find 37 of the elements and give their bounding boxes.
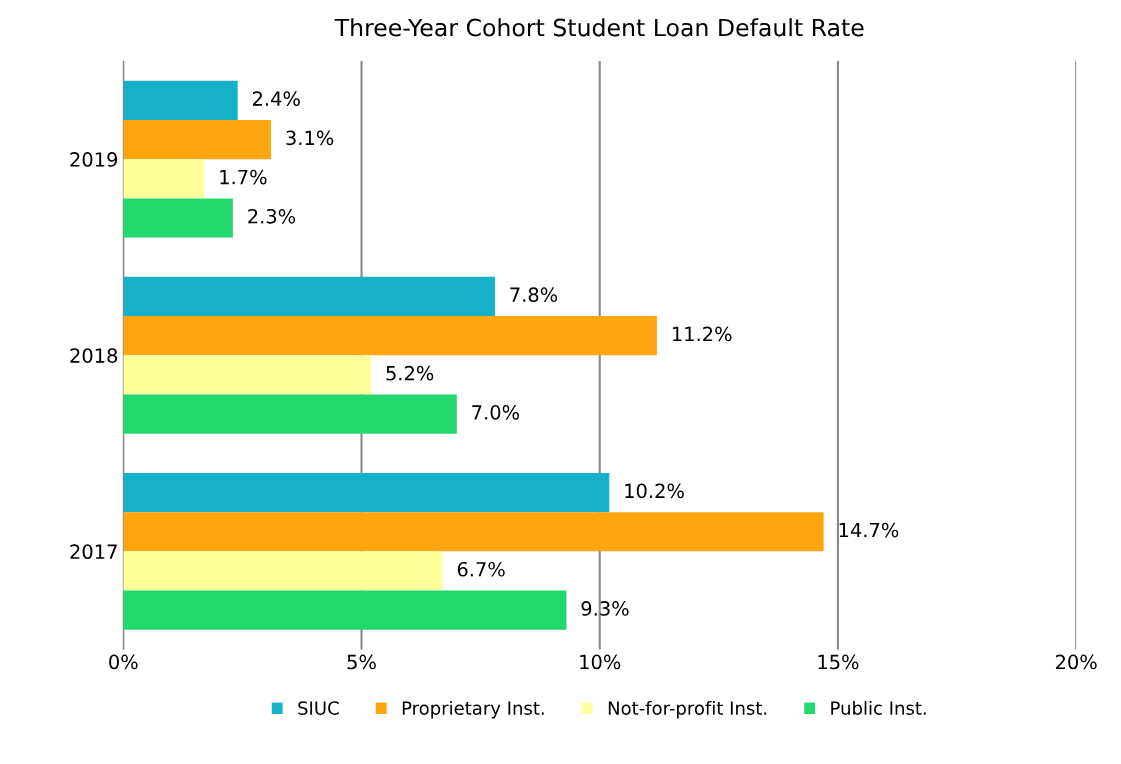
data-label: 7.8% xyxy=(510,287,558,303)
data-label: 10.2% xyxy=(625,483,684,499)
bar xyxy=(123,316,657,356)
x-tick-label: 15% xyxy=(818,654,859,670)
bar xyxy=(123,394,457,434)
bar xyxy=(123,198,233,238)
bar xyxy=(123,119,271,160)
bar xyxy=(123,472,610,513)
data-label: 3.1% xyxy=(286,130,334,146)
x-tick-label: 20% xyxy=(1055,654,1097,670)
x-tick-label: 5% xyxy=(347,654,376,670)
bar xyxy=(123,551,443,591)
bar xyxy=(123,590,567,630)
legend-label: Public Inst. xyxy=(831,700,926,715)
x-tick-label: 0% xyxy=(109,654,138,670)
data-label: 11.2% xyxy=(672,326,732,342)
y-tick-label: 2019 xyxy=(70,152,118,167)
data-label: 14.7% xyxy=(839,522,899,538)
bar xyxy=(123,512,824,552)
data-label: 9.3% xyxy=(581,601,629,616)
y-tick-label: 2017 xyxy=(70,544,117,560)
bar xyxy=(123,355,372,395)
legend-label: SIUC xyxy=(298,701,339,715)
x-tick-label: 10% xyxy=(580,654,621,670)
legend-label: Proprietary Inst. xyxy=(402,700,544,719)
data-label: 2.4% xyxy=(252,91,300,106)
bar xyxy=(123,80,238,120)
legend-label: Not-for-profit Inst. xyxy=(608,700,767,719)
chart-title: Three-Year Cohort Student Loan Default Rate xyxy=(334,18,864,37)
data-label: 6.7% xyxy=(457,561,505,577)
data-label: 7.0% xyxy=(472,405,520,420)
data-label: 5.2% xyxy=(386,365,434,381)
bar xyxy=(123,159,205,199)
bar xyxy=(123,276,495,317)
data-label: 2.3% xyxy=(248,208,296,224)
y-tick-label: 2018 xyxy=(70,348,118,363)
data-label: 1.7% xyxy=(220,169,267,185)
